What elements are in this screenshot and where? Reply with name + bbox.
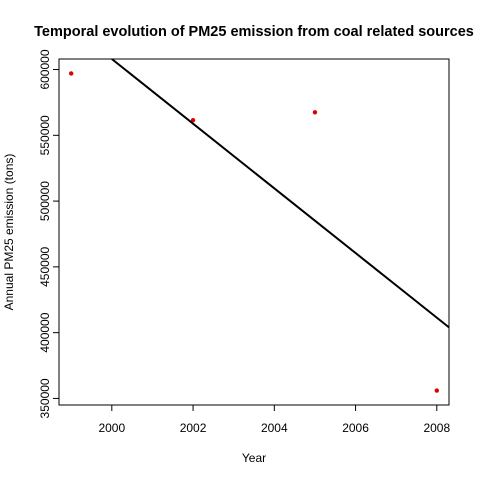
y-tick-label: 550000 <box>38 115 52 155</box>
x-axis: 2000 2002 2004 2006 2008 <box>98 405 450 435</box>
y-tick-label: 400000 <box>38 312 52 352</box>
y-tick-label: 450000 <box>38 247 52 287</box>
x-tick-label: 2004 <box>261 421 288 435</box>
plot-area <box>68 59 449 393</box>
data-point <box>68 71 74 76</box>
x-tick-label: 2000 <box>98 421 125 435</box>
y-axis-label: Annual PM25 emission (tons) <box>2 154 16 311</box>
data-point <box>312 110 318 115</box>
x-tick-label: 2006 <box>342 421 369 435</box>
y-tick-label: 350000 <box>38 378 52 418</box>
y-tick-label: 600000 <box>38 49 52 89</box>
x-axis-label: Year <box>242 451 266 465</box>
chart-title: Temporal evolution of PM25 emission from… <box>34 24 474 40</box>
y-axis: 350000 400000 450000 500000 550000 600000 <box>38 49 59 418</box>
data-point <box>434 388 440 393</box>
y-tick-label: 500000 <box>38 181 52 221</box>
x-tick-label: 2008 <box>423 421 450 435</box>
trend-line <box>111 59 449 329</box>
plot-frame <box>58 58 450 406</box>
data-point <box>190 117 196 123</box>
x-tick-label: 2002 <box>180 421 207 435</box>
